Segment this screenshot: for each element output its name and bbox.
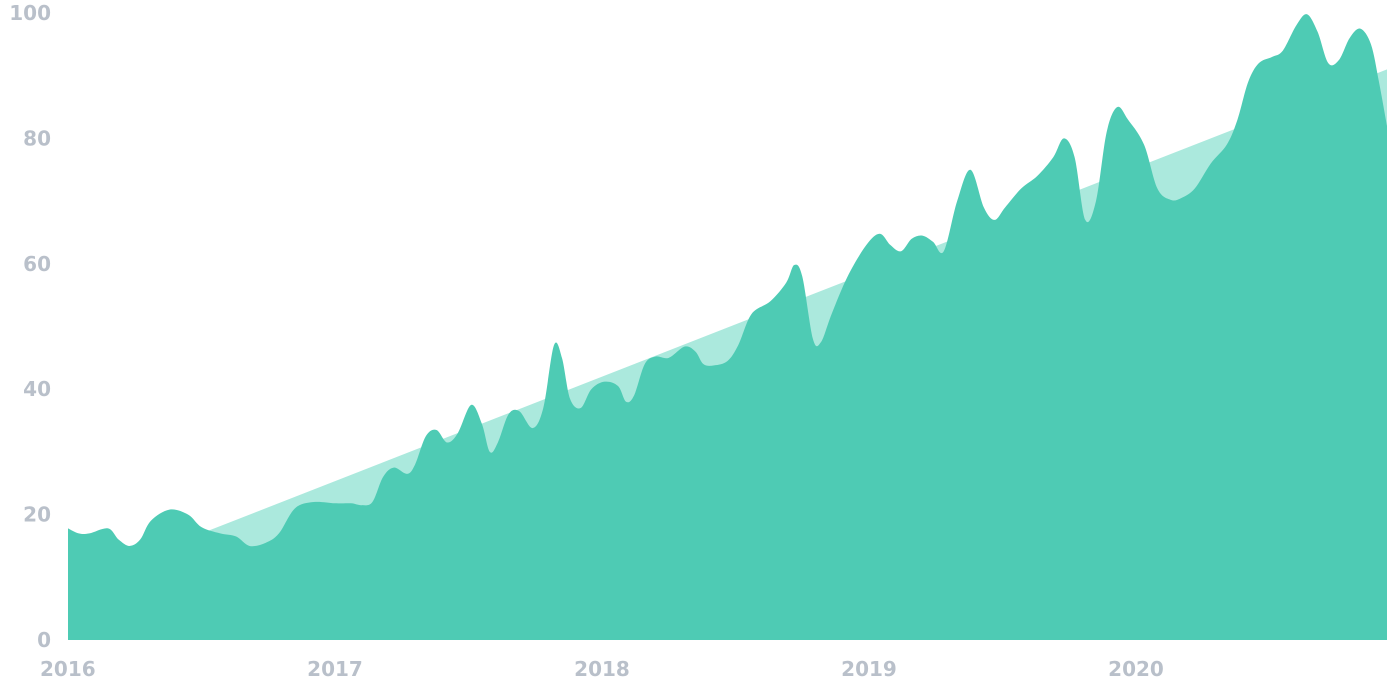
x-tick-label-2016: 2016 <box>40 657 96 681</box>
y-tick-label-0: 0 <box>37 628 51 652</box>
series-layer <box>68 14 1387 641</box>
y-axis: 0 20 40 60 80 100 <box>9 1 51 652</box>
actual-area <box>68 14 1387 640</box>
y-tick-label-20: 20 <box>23 503 51 527</box>
y-tick-label-60: 60 <box>23 252 51 276</box>
x-tick-label-2020: 2020 <box>1108 657 1164 681</box>
x-axis: 2016 2017 2018 2019 2020 <box>40 657 1164 681</box>
x-tick-label-2017: 2017 <box>307 657 363 681</box>
y-tick-label-100: 100 <box>9 1 51 25</box>
y-tick-label-40: 40 <box>23 377 51 401</box>
x-tick-label-2019: 2019 <box>841 657 897 681</box>
x-tick-label-2018: 2018 <box>574 657 630 681</box>
y-tick-label-80: 80 <box>23 126 51 150</box>
